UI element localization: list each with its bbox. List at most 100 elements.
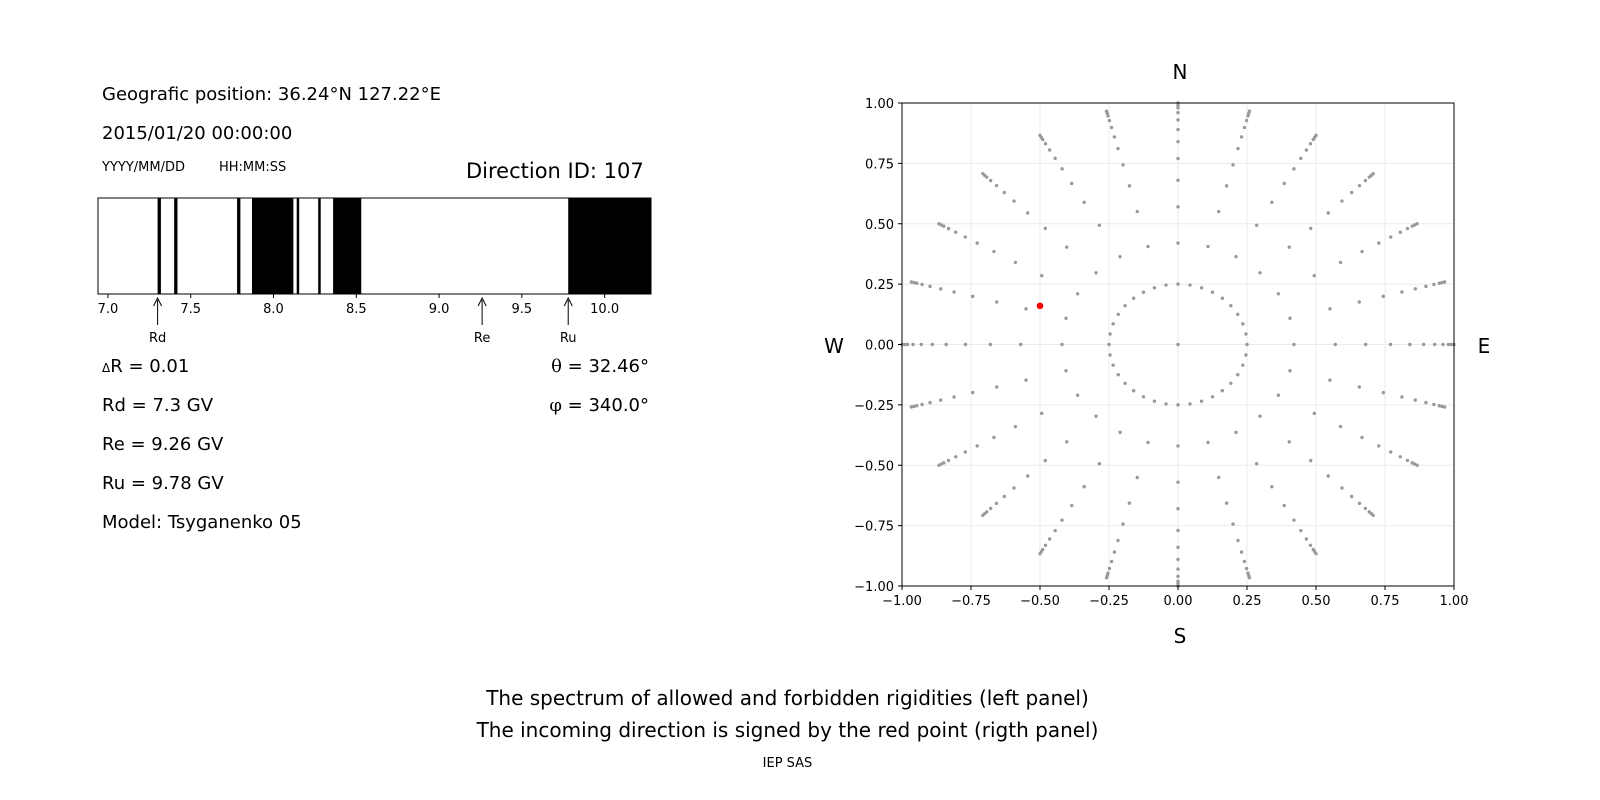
direction-point <box>1236 146 1240 151</box>
direction-point <box>1247 576 1252 580</box>
direction-point <box>963 450 967 454</box>
y-tick-label: 0.00 <box>865 339 894 354</box>
forbidden-band <box>157 198 161 294</box>
direction-point <box>939 287 943 291</box>
direction-point <box>1176 205 1180 209</box>
direction-point <box>1398 455 1402 459</box>
direction-point <box>1400 395 1404 399</box>
direction-point <box>1047 537 1052 541</box>
direction-point <box>1338 424 1343 429</box>
incoming-direction-point <box>1036 302 1044 310</box>
rigidity-spectrum: 7.0 7.5 8.0 8.5 9.0 9.5 10.0 Rd Re Ru <box>97 197 652 346</box>
direction-point <box>1239 550 1244 554</box>
direction-point <box>1043 543 1048 547</box>
direction-point <box>1304 537 1309 541</box>
direction-point <box>1176 480 1180 484</box>
direction-point <box>1421 342 1426 347</box>
direction-point <box>988 342 993 347</box>
direction-point <box>1013 424 1018 429</box>
direction-point <box>1094 414 1098 418</box>
direction-point <box>1287 245 1291 249</box>
direction-point <box>1024 307 1028 311</box>
direction-point <box>1408 342 1412 347</box>
direction-point <box>1437 281 1441 285</box>
direction-point <box>946 226 951 231</box>
spectrum-frame <box>97 197 652 295</box>
forbidden-band <box>174 198 178 294</box>
direction-point <box>1349 190 1354 195</box>
x-tick-label: −0.50 <box>1020 594 1060 609</box>
direction-point <box>944 342 948 347</box>
delta-r-line: ΔR = 0.01 <box>102 356 189 377</box>
direction-point <box>963 342 968 347</box>
direction-point <box>1254 223 1259 227</box>
direction-point <box>1064 369 1068 373</box>
direction-point <box>1013 260 1018 265</box>
direction-point <box>1288 316 1292 320</box>
direction-point <box>1340 486 1344 490</box>
direction-point <box>1047 148 1052 152</box>
direction-point <box>1043 142 1048 146</box>
rd-value: Rd = 7.3 GV <box>102 395 214 416</box>
direction-point <box>1413 287 1417 291</box>
direction-point <box>1446 342 1451 347</box>
direction-point <box>1082 485 1086 489</box>
direction-point <box>946 458 951 463</box>
direction-point <box>1210 290 1215 294</box>
forbidden-band <box>333 198 362 294</box>
direction-point <box>1164 283 1168 287</box>
spectrum-markers: Rd Re Ru <box>149 296 577 346</box>
direction-point <box>1065 245 1069 249</box>
direction-point <box>1108 353 1112 357</box>
direction-point <box>1043 458 1047 463</box>
direction-point <box>1449 342 1453 347</box>
ru-value: Ru = 9.78 GV <box>102 473 224 494</box>
direction-point <box>1109 125 1114 130</box>
direction-point <box>1229 303 1233 308</box>
direction-point <box>937 222 941 226</box>
direction-point <box>1338 260 1343 265</box>
direction-point <box>1127 184 1132 188</box>
direction-point <box>1104 576 1109 580</box>
direction-point <box>981 172 985 176</box>
plot-gridlines <box>901 102 1455 587</box>
direction-plot: −1.00−1.00 −0.75 −0.75 −0.50 −0.50 −0.25 −0.25… <box>854 97 1468 609</box>
direction-point <box>1116 146 1120 151</box>
direction-point <box>1234 254 1238 259</box>
direction-point <box>1224 184 1229 188</box>
direction-point <box>1432 342 1437 347</box>
direction-point <box>1097 462 1102 466</box>
spectrum-tick-label: 8.0 <box>263 302 284 317</box>
spectrum-x-axis: 7.0 7.5 8.0 8.5 9.0 9.5 10.0 <box>98 294 619 317</box>
direction-point <box>1424 284 1428 289</box>
direction-point <box>994 501 999 506</box>
direction-point <box>1442 405 1447 409</box>
direction-point <box>1282 503 1286 508</box>
direction-point <box>1176 528 1180 533</box>
direction-point <box>975 444 979 448</box>
direction-point <box>1326 474 1330 478</box>
direction-point <box>1060 518 1064 522</box>
direction-point <box>1288 369 1292 373</box>
direction-point <box>981 513 985 517</box>
direction-point <box>1135 209 1139 214</box>
direction-point <box>1210 395 1215 399</box>
direction-point <box>1363 178 1368 183</box>
forbidden-band <box>251 198 294 294</box>
direction-point <box>928 400 932 405</box>
direction-point <box>1244 332 1248 336</box>
direction-point <box>1040 273 1044 278</box>
x-tick-label: 0.50 <box>1302 594 1331 609</box>
direction-point <box>1116 538 1120 543</box>
direction-point <box>1026 211 1030 215</box>
direction-point <box>1388 342 1393 347</box>
direction-point <box>1360 249 1364 254</box>
marker-label-rd: Rd <box>149 331 166 346</box>
direction-point <box>1220 389 1225 393</box>
direction-point <box>1012 486 1016 490</box>
direction-point <box>1176 241 1180 245</box>
direction-point <box>1053 528 1057 533</box>
direction-point <box>1236 312 1240 317</box>
theta-line: θ = 32.46° <box>551 356 649 377</box>
direction-point <box>1234 430 1238 435</box>
